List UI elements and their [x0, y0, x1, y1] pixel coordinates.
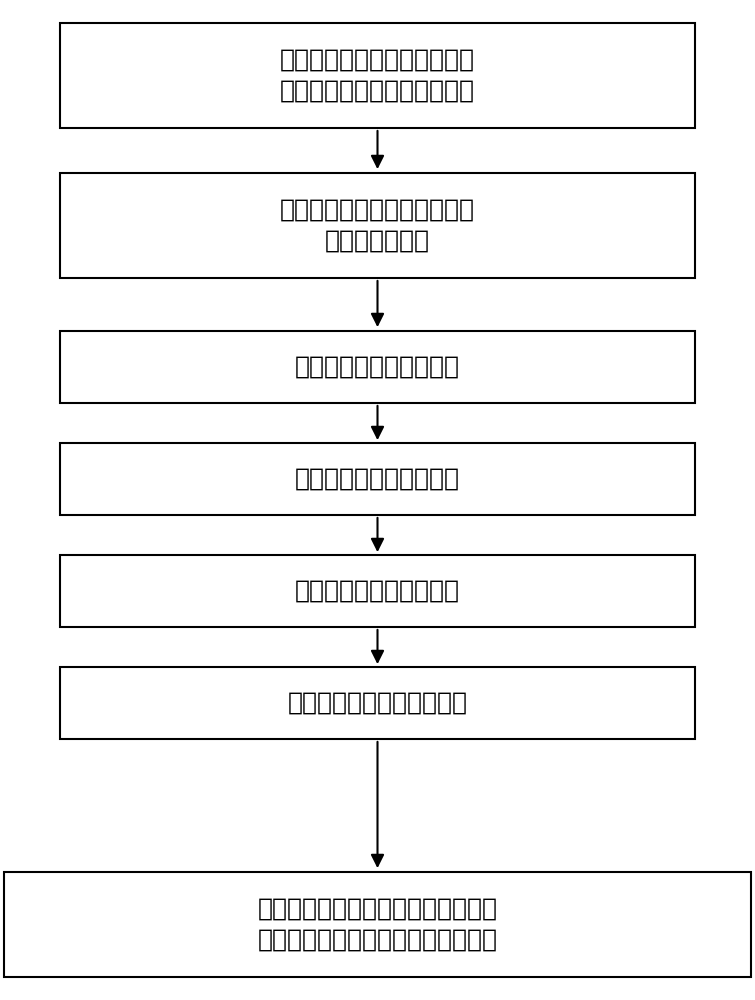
FancyBboxPatch shape — [60, 172, 695, 277]
FancyBboxPatch shape — [4, 871, 751, 976]
FancyBboxPatch shape — [60, 667, 695, 739]
Text: 进行柧制，得到半成品板材: 进行柧制，得到半成品板材 — [288, 691, 467, 715]
Text: 进行閎拔锻造，得到板坏: 进行閎拔锻造，得到板坏 — [295, 467, 460, 491]
FancyBboxPatch shape — [60, 22, 695, 127]
Text: 将铸錆进行第一加热处理: 将铸錆进行第一加热处理 — [295, 355, 460, 379]
Text: 将半成品板材依次进行退火、矫直和
表面修磨处理，得到靶材用高纯鲛板: 将半成品板材依次进行退火、矫直和 表面修磨处理，得到靶材用高纯鲛板 — [257, 896, 498, 952]
Text: 将板坏进行第二加热处理: 将板坏进行第二加热处理 — [295, 579, 460, 603]
FancyBboxPatch shape — [60, 331, 695, 403]
Text: 将海绵鲛颗粒压制成电极块，
然后将电极块焊接成自耗电极: 将海绵鲛颗粒压制成电极块， 然后将电极块焊接成自耗电极 — [280, 47, 475, 103]
Text: 将自耗电极进行真空自耗电弧
熔炼，得到铸錆: 将自耗电极进行真空自耗电弧 熔炼，得到铸錆 — [280, 197, 475, 253]
FancyBboxPatch shape — [60, 555, 695, 627]
FancyBboxPatch shape — [60, 443, 695, 515]
